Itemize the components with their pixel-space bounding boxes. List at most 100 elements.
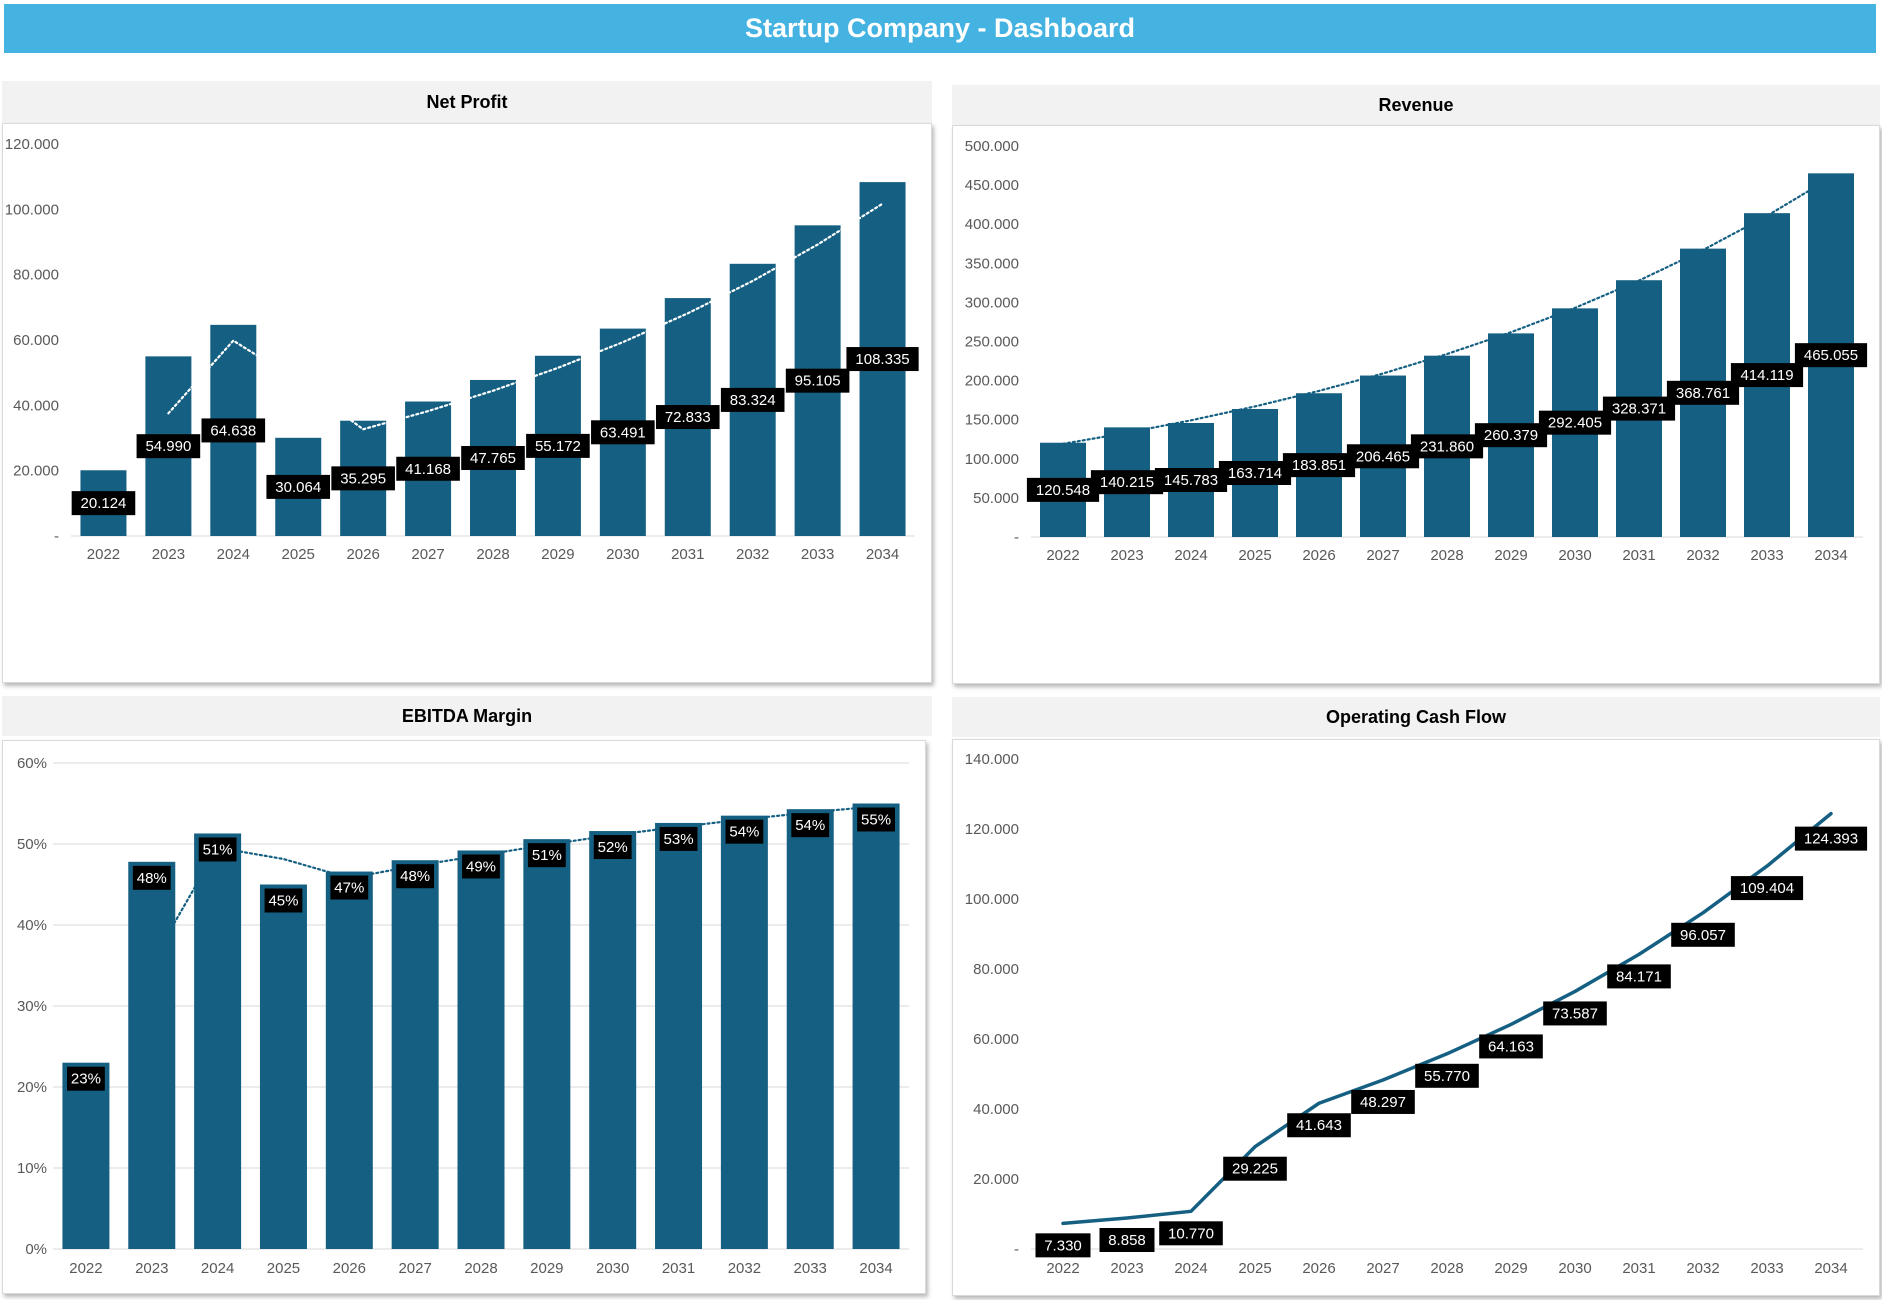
operating-cash-flow-data-label: 48.297 — [1351, 1089, 1415, 1114]
revenue-data-label-bg — [1282, 453, 1356, 478]
net-profit-ytick-label: 60.000 — [13, 332, 59, 349]
net-profit-data-label-bg — [136, 434, 201, 459]
operating-cash-flow-data-label-text: 73.587 — [1552, 1005, 1598, 1022]
operating-cash-flow-data-label: 109.404 — [1730, 876, 1804, 901]
operating-cash-flow-data-label-text: 84.171 — [1616, 968, 1662, 985]
ebitda-margin-data-label-text: 48% — [137, 870, 167, 887]
operating-cash-flow-ytick-label: 100.000 — [965, 891, 1019, 908]
revenue-chart[interactable]: - 50.000 100.000 150.000 200.000 250.000 300.0… — [952, 125, 1880, 684]
ebitda-margin-xtick-label: 2028 — [464, 1260, 497, 1277]
net-profit-data-label-text: 64.638 — [210, 422, 256, 439]
net-profit-ytick-label: 80.000 — [13, 267, 59, 284]
net-profit-xtick-label: 2032 — [736, 546, 769, 563]
ebitda-margin-data-label-bg — [132, 865, 171, 890]
net-profit-xtick-label: 2025 — [282, 546, 315, 563]
ebitda-margin-data-label-bg — [857, 807, 895, 832]
ebitda-margin-data-label-text: 52% — [598, 839, 628, 856]
revenue-data-label: 163.714 — [1218, 460, 1292, 485]
ebitda-margin-xtick-label: 2033 — [794, 1260, 827, 1277]
net-profit-data-label-bg — [396, 456, 460, 481]
ebitda-margin-data-label-text: 51% — [532, 847, 562, 864]
operating-cash-flow-xtick-label: 2031 — [1622, 1260, 1655, 1277]
operating-cash-flow-data-label-bg — [1287, 1113, 1351, 1138]
revenue-data-label: 140.215 — [1090, 470, 1164, 495]
net-profit-xtick-label: 2029 — [541, 546, 574, 563]
ebitda-margin-data-label: 55% — [857, 807, 895, 832]
ebitda-margin-bar — [259, 884, 307, 1249]
net-profit-data-label: 35.295 — [331, 466, 395, 491]
ebitda-margin-data-label-text: 48% — [400, 868, 430, 885]
net-profit-xtick-label: 2024 — [217, 546, 250, 563]
net-profit-data-label-bg — [720, 387, 785, 412]
net-profit-data-label-text: 35.295 — [340, 470, 386, 487]
ebitda-margin-data-label-bg — [725, 819, 764, 844]
net-profit-data-label-text: 95.105 — [795, 373, 841, 390]
operating-cash-flow-chart[interactable]: - 20.000 40.000 60.000 80.000 100.000 120.000 1… — [952, 739, 1880, 1296]
net-profit-data-label: 41.168 — [396, 456, 460, 481]
ebitda-margin-data-label-text: 55% — [861, 812, 891, 829]
revenue-xtick-label: 2028 — [1430, 547, 1463, 564]
operating-cash-flow-data-label-bg — [1099, 1227, 1155, 1252]
ebitda-margin-data-label-bg — [527, 843, 566, 868]
revenue-ytick-label: 200.000 — [965, 373, 1019, 390]
revenue-xtick-label: 2029 — [1494, 547, 1527, 564]
revenue-data-label: 206.465 — [1346, 444, 1420, 469]
net-profit-plot: - 20.000 40.000 60.000 80.000 100.000 120.000 2… — [5, 136, 919, 563]
revenue-data-label: 231.860 — [1410, 434, 1484, 459]
net-profit-data-label: 95.105 — [785, 368, 850, 393]
ebitda-margin-bar — [655, 822, 703, 1249]
net-profit-xtick-label: 2023 — [152, 546, 185, 563]
operating-cash-flow-ytick-label: 60.000 — [973, 1031, 1019, 1048]
net-profit-chart[interactable]: - 20.000 40.000 60.000 80.000 100.000 120.000 2… — [2, 123, 932, 683]
net-profit-xtick-label: 2031 — [671, 546, 704, 563]
revenue-data-label-bg — [1474, 423, 1548, 448]
ebitda-margin-ytick-label: 30% — [17, 998, 47, 1015]
ebitda-margin-data-label-text: 23% — [71, 1071, 101, 1088]
operating-cash-flow-data-label-bg — [1543, 1001, 1607, 1026]
ebitda-margin-data-label-bg — [659, 826, 698, 851]
operating-cash-flow-data-label: 73.587 — [1543, 1001, 1607, 1026]
net-profit-ytick-label: 120.000 — [5, 136, 59, 153]
operating-cash-flow-data-label-text: 109.404 — [1740, 880, 1794, 897]
ebitda-margin-data-label: 48% — [396, 864, 435, 889]
revenue-data-label-text: 414.119 — [1740, 367, 1793, 384]
ebitda-margin-data-label: 54% — [725, 819, 764, 844]
ebitda-margin-data-label-text: 49% — [466, 858, 496, 875]
ebitda-margin-data-label-bg — [264, 888, 303, 913]
operating-cash-flow-data-label-bg — [1159, 1221, 1223, 1246]
revenue-data-label: 260.379 — [1474, 423, 1548, 448]
revenue-data-label-bg — [1730, 363, 1804, 388]
ebitda-margin-data-label-bg — [396, 864, 435, 889]
net-profit-data-label: 83.324 — [720, 387, 785, 412]
ebitda-margin-data-label-text: 51% — [203, 841, 233, 858]
net-profit-data-label: 72.833 — [655, 405, 720, 430]
ebitda-margin-data-label-bg — [67, 1066, 105, 1091]
operating-cash-flow-data-label-text: 8.858 — [1108, 1232, 1146, 1249]
ebitda-margin-data-label-bg — [462, 854, 500, 879]
net-profit-xtick-label: 2022 — [87, 546, 120, 563]
operating-cash-flow-xtick-label: 2027 — [1366, 1260, 1399, 1277]
ebitda-margin-data-label-bg — [198, 837, 237, 862]
ebitda-margin-bar — [128, 861, 176, 1249]
ebitda-margin-xtick-label: 2031 — [662, 1260, 695, 1277]
ebitda-margin-data-label-text: 47% — [334, 880, 364, 897]
operating-cash-flow-ytick-label: 80.000 — [973, 961, 1019, 978]
operating-cash-flow-data-label-bg — [1415, 1063, 1479, 1088]
revenue-ytick-label: 450.000 — [965, 177, 1019, 194]
ebitda-margin-bar — [194, 833, 242, 1249]
revenue-data-label: 414.119 — [1730, 363, 1804, 388]
ebitda-margin-xtick-label: 2026 — [333, 1260, 366, 1277]
ebitda-margin-ytick-label: 10% — [17, 1160, 47, 1177]
ebitda-margin-chart[interactable]: 0% 10% 20% 30% 40% 50% 60% 2022 2023 2024 2025 2026… — [2, 740, 926, 1294]
net-profit-data-label: 64.638 — [201, 418, 266, 443]
operating-cash-flow-series-line — [1061, 811, 1833, 1226]
ebitda-margin-data-label-text: 54% — [795, 817, 825, 834]
operating-cash-flow-xtick-label: 2022 — [1046, 1260, 1079, 1277]
operating-cash-flow-data-label-bg — [1223, 1156, 1287, 1181]
net-profit-data-label-text: 54.990 — [145, 438, 191, 455]
revenue-data-label-bg — [1026, 477, 1100, 502]
ebitda-margin-data-label: 53% — [659, 826, 698, 851]
operating-cash-flow-ytick-label: 20.000 — [973, 1171, 1019, 1188]
operating-cash-flow-xtick-label: 2023 — [1110, 1260, 1143, 1277]
operating-cash-flow-data-label-bg — [1730, 876, 1804, 901]
